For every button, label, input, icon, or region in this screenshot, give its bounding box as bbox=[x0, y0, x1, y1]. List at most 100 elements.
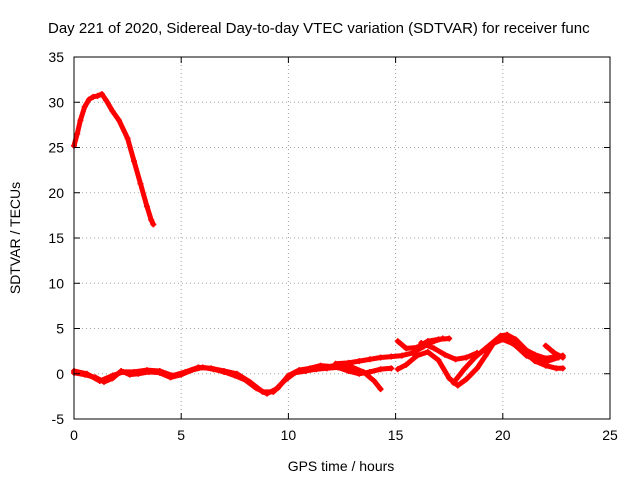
data-point bbox=[435, 336, 442, 343]
data-point bbox=[156, 368, 163, 375]
y-tick-label: -5 bbox=[52, 411, 65, 427]
data-point bbox=[388, 365, 395, 372]
data-point bbox=[409, 349, 416, 356]
y-tick-label: 10 bbox=[48, 275, 64, 291]
data-point bbox=[553, 365, 560, 372]
data-point bbox=[98, 91, 105, 98]
data-point bbox=[74, 130, 81, 137]
y-tick-label: 30 bbox=[48, 94, 64, 110]
data-point bbox=[366, 368, 373, 375]
data-point bbox=[482, 352, 489, 359]
y-tick-label: 15 bbox=[48, 230, 64, 246]
data-point bbox=[131, 368, 138, 375]
data-point bbox=[441, 351, 448, 358]
data-point bbox=[559, 354, 566, 361]
data-point bbox=[377, 354, 384, 361]
data-point bbox=[120, 368, 127, 375]
data-point bbox=[195, 364, 202, 371]
data-point bbox=[131, 158, 138, 165]
data-point bbox=[233, 370, 240, 377]
data-point bbox=[81, 103, 88, 110]
data-point bbox=[454, 382, 461, 389]
data-point bbox=[182, 368, 189, 375]
data-point bbox=[463, 354, 470, 361]
data-point bbox=[345, 359, 352, 366]
data-point bbox=[542, 362, 549, 369]
data-point bbox=[388, 353, 395, 360]
data-point bbox=[332, 360, 339, 367]
data-point bbox=[259, 388, 266, 395]
data-point bbox=[463, 376, 470, 383]
data-point bbox=[461, 366, 468, 373]
x-tick-label: 0 bbox=[70, 427, 78, 443]
data-point bbox=[394, 338, 401, 345]
data-point bbox=[77, 117, 84, 124]
data-point bbox=[559, 365, 566, 372]
data-point bbox=[116, 117, 123, 124]
data-point bbox=[148, 216, 155, 223]
data-point bbox=[510, 340, 517, 347]
x-tick-label: 15 bbox=[388, 427, 404, 443]
data-point bbox=[446, 375, 453, 382]
data-point bbox=[371, 377, 378, 384]
data-point bbox=[418, 339, 425, 346]
data-point bbox=[523, 347, 530, 354]
data-point bbox=[356, 358, 363, 365]
data-point bbox=[103, 97, 110, 104]
y-tick-label: 0 bbox=[56, 366, 64, 382]
data-point bbox=[478, 349, 485, 356]
data-point bbox=[109, 108, 116, 115]
data-point bbox=[291, 369, 298, 376]
data-point bbox=[377, 366, 384, 373]
x-tick-label: 5 bbox=[177, 427, 185, 443]
data-point bbox=[150, 221, 157, 228]
x-tick-label: 25 bbox=[602, 427, 618, 443]
data-point bbox=[313, 366, 320, 373]
y-tick-label: 25 bbox=[48, 140, 64, 156]
data-point bbox=[356, 370, 363, 377]
series-line-segment-3 bbox=[71, 364, 394, 395]
data-point bbox=[403, 345, 410, 352]
data-point bbox=[90, 93, 97, 100]
data-point bbox=[489, 340, 496, 347]
data-point bbox=[512, 336, 519, 343]
axis-ticks: 0 5 10 15 20 25 -5 0 5 10 15 20 25 30 35 bbox=[48, 49, 618, 443]
y-tick-label: 35 bbox=[48, 49, 64, 65]
data-point bbox=[551, 349, 558, 356]
data-point bbox=[504, 331, 511, 338]
data-point bbox=[96, 377, 103, 384]
data-point bbox=[208, 365, 215, 372]
data-point bbox=[531, 351, 538, 358]
data-point bbox=[270, 388, 277, 395]
data-point bbox=[345, 368, 352, 375]
data-point bbox=[124, 135, 131, 142]
data-point bbox=[499, 336, 506, 343]
data-point bbox=[452, 356, 459, 363]
data-point bbox=[366, 356, 373, 363]
data-point bbox=[169, 372, 176, 379]
chart-title: Day 221 of 2020, Sidereal Day-to-day VTE… bbox=[48, 20, 590, 37]
data-point bbox=[414, 352, 421, 359]
grid-lines bbox=[74, 57, 610, 419]
data-point bbox=[83, 370, 90, 377]
y-axis-label: SDTVAR / TECUs bbox=[7, 182, 23, 294]
data-point bbox=[431, 345, 438, 352]
x-axis-label: GPS time / hours bbox=[288, 458, 395, 474]
data-point bbox=[414, 344, 421, 351]
data-point bbox=[542, 342, 549, 349]
y-tick-label: 20 bbox=[48, 185, 64, 201]
data-series bbox=[71, 91, 566, 397]
x-tick-label: 10 bbox=[281, 427, 297, 443]
data-point bbox=[531, 358, 538, 365]
data-point bbox=[109, 372, 116, 379]
data-point bbox=[323, 365, 330, 372]
data-point bbox=[399, 352, 406, 359]
data-point bbox=[143, 367, 150, 374]
series-line-segment-1 bbox=[71, 91, 156, 227]
data-point bbox=[446, 335, 453, 342]
data-point bbox=[349, 364, 356, 371]
data-point bbox=[86, 96, 93, 103]
data-point bbox=[281, 377, 288, 384]
data-point bbox=[450, 379, 457, 386]
